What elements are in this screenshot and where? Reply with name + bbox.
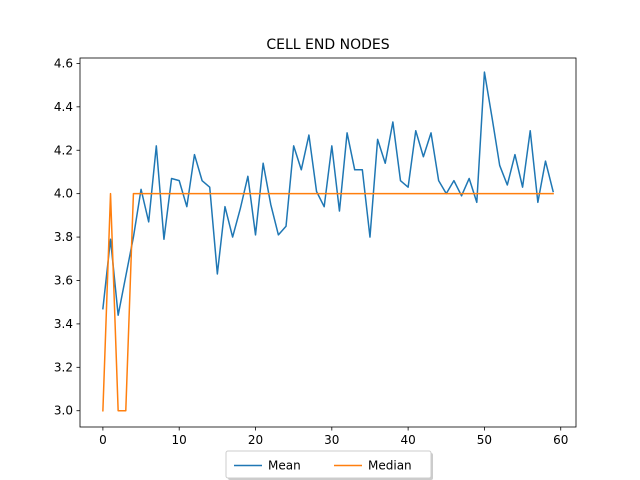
y-tick-label: 3.0 [54,404,73,418]
y-tick-label: 3.8 [54,230,73,244]
y-tick-label: 3.4 [54,317,73,331]
x-tick-label: 50 [477,433,492,447]
y-tick-label: 4.2 [54,143,73,157]
y-tick-label: 3.6 [54,273,73,287]
x-tick-label: 0 [99,433,107,447]
x-tick-label: 60 [553,433,568,447]
series-line-median [102,192,554,412]
y-tick-label: 3.2 [54,360,73,374]
y-tick-label: 4.6 [54,56,73,70]
axes-frame [79,57,577,428]
chart-title: CELL END NODES [266,37,389,53]
y-tick-label: 4.0 [54,187,73,201]
plot-area: 0 10 20 30 40 50 60 3.0 3.2 3.4 3.6 3.8 4.0 4.2 4.4 4.6… [54,56,577,480]
x-tick-label: 40 [400,433,415,447]
legend-label-mean: Mean [268,459,301,473]
legend-label-median: Median [368,459,412,473]
x-tick-label: 30 [324,433,339,447]
x-tick-label: 10 [172,433,187,447]
series-line-mean [102,71,555,316]
x-tick-label: 20 [248,433,263,447]
legend-box [225,450,432,479]
y-tick-label: 4.4 [54,100,73,114]
